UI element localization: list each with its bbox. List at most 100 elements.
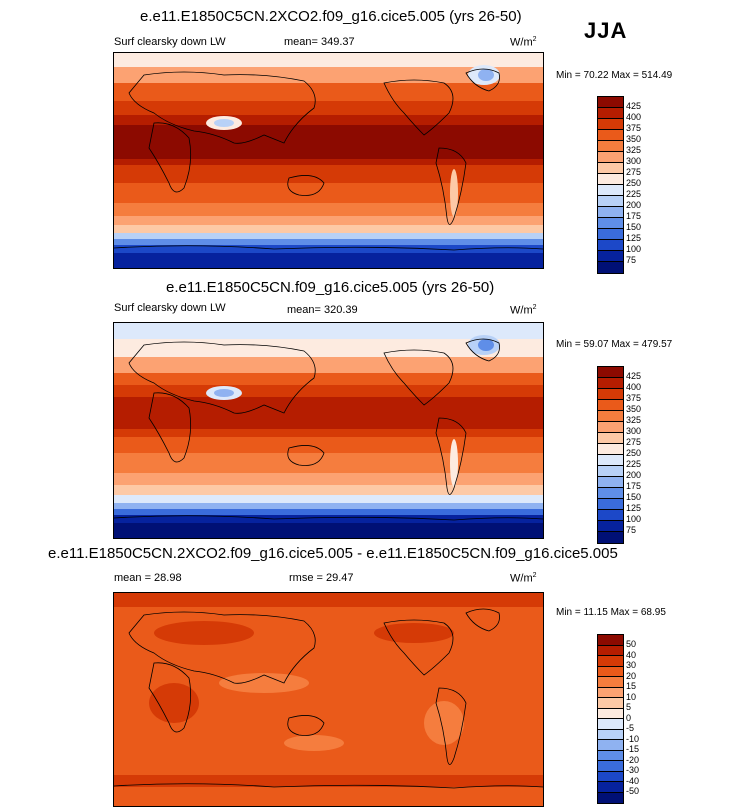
colorbar-tick-label: 350 [626, 404, 642, 414]
colorbar-swatch [598, 130, 623, 141]
colorbar-swatch [598, 729, 623, 740]
colorbar-tick-label: 40 [626, 649, 637, 660]
colorbar-swatch [598, 119, 623, 130]
colorbar-tick-label: 275 [626, 167, 642, 177]
colorbar-swatch [598, 378, 623, 389]
rmse-label: rmse = 29.47 [289, 572, 354, 584]
mean-label: mean= 320.39 [287, 304, 358, 316]
colorbar-swatch [598, 455, 623, 466]
colorbar-swatch [598, 185, 623, 196]
units-label: W/m2 [510, 304, 537, 317]
colorbar-tick-label: 400 [626, 112, 642, 122]
colorbar-swatch [598, 218, 623, 229]
colorbar-tick-label: 425 [626, 371, 642, 381]
colorbar-tick-label: 225 [626, 459, 642, 469]
colorbar-tick-label: 300 [626, 156, 642, 166]
colorbar-tick-label: 425 [626, 101, 642, 111]
colorbar-tick-label: 75 [626, 525, 637, 535]
colorbar-swatch [598, 229, 623, 240]
colorbar-tick-label: 350 [626, 134, 642, 144]
season-label: JJA [584, 18, 628, 43]
colorbar-swatch [598, 174, 623, 185]
colorbar-tick-label: 325 [626, 145, 642, 155]
colorbar-swatch [598, 771, 623, 782]
colorbar-tick-label: 75 [626, 255, 637, 265]
panel-title: e.e11.E1850C5CN.2XCO2.f09_g16.cice5.005 … [140, 8, 522, 25]
colorbar-tick-label: -20 [626, 754, 640, 765]
colorbar-tick-label: -30 [626, 765, 640, 775]
colorbar-swatch [598, 141, 623, 152]
colorbar-tick-label: 300 [626, 426, 642, 436]
panel-title: e.e11.E1850C5CN.f09_g16.cice5.005 (yrs 2… [166, 279, 495, 296]
minmax-label: Min = 59.07 Max = 479.57 [556, 339, 673, 350]
colorbar-swatch [598, 477, 623, 488]
minmax-label: Min = 11.15 Max = 68.95 [556, 607, 666, 618]
colorbar-2xco2 [597, 96, 624, 274]
colorbar-tick-label: 375 [626, 123, 642, 133]
colorbar-tick-label: 10 [626, 691, 637, 702]
colorbar-tick-label: 225 [626, 189, 642, 199]
map-2xco2 [113, 52, 544, 269]
mean-label: mean= 349.37 [284, 36, 355, 48]
colorbar-swatch [598, 698, 623, 709]
colorbar-tick-label: 125 [626, 503, 642, 513]
colorbar-swatch [598, 251, 623, 262]
colorbar-tick-label: 0 [626, 712, 632, 723]
colorbar-swatch [598, 645, 623, 656]
colorbar-swatch [598, 499, 623, 510]
colorbar-tick-label: 275 [626, 437, 642, 447]
colorbar-tick-label: 200 [626, 200, 642, 210]
colorbar-tick-label: 400 [626, 382, 642, 392]
colorbar-tick-label: 125 [626, 233, 642, 243]
colorbar-swatch [598, 792, 623, 803]
units-label: W/m2 [510, 572, 537, 585]
colorbar-tick-label: -40 [626, 775, 640, 786]
colorbar-tick-label: 150 [626, 492, 642, 502]
colorbar-tick-label: 375 [626, 393, 642, 403]
colorbar-swatch [598, 740, 623, 751]
colorbar-swatch [598, 389, 623, 400]
panel-title: e.e11.E1850C5CN.2XCO2.f09_g16.cice5.005 … [48, 545, 618, 562]
map-field [114, 593, 543, 806]
colorbar-swatch [598, 422, 623, 433]
colorbar-swatch [598, 466, 623, 477]
mean-label: mean = 28.98 [114, 572, 182, 584]
colorbar-swatch [598, 400, 623, 411]
colorbar-swatch [598, 761, 623, 772]
colorbar-tick-label: 175 [626, 211, 642, 221]
colorbar-tick-label: 100 [626, 244, 642, 254]
minmax-label: Min = 70.22 Max = 514.49 [556, 70, 673, 81]
colorbar-swatch [598, 240, 623, 251]
colorbar-swatch [598, 719, 623, 730]
colorbar-swatch [598, 488, 623, 499]
colorbar-swatch [598, 532, 623, 543]
colorbar-tick-label: 50 [626, 639, 637, 649]
colorbar-swatch [598, 152, 623, 163]
colorbar-tick-label: 250 [626, 178, 642, 188]
map-field [114, 323, 543, 538]
colorbar-swatch [598, 666, 623, 677]
colorbar-swatch [598, 635, 623, 646]
colorbar-tick-label: 15 [626, 681, 637, 691]
colorbar-swatch [598, 444, 623, 455]
colorbar-tick-label: 30 [626, 660, 637, 670]
colorbar-tick-label: 100 [626, 514, 642, 524]
colorbar-swatch [598, 656, 623, 667]
colorbar-tick-label: 325 [626, 415, 642, 425]
colorbar-tick-label: 5 [626, 702, 632, 712]
colorbar-swatch [598, 677, 623, 688]
map-field [114, 53, 543, 268]
colorbar-tick-label: -15 [626, 744, 640, 754]
colorbar-swatch [598, 510, 623, 521]
colorbar-swatch [598, 262, 623, 273]
colorbar-tick-label: -50 [626, 786, 640, 796]
colorbar-swatch [598, 521, 623, 532]
colorbar-tick-label: -10 [626, 733, 640, 744]
colorbar-tick-label: 20 [626, 670, 637, 681]
colorbar-control [597, 366, 624, 544]
colorbar-swatch [598, 196, 623, 207]
colorbar-tick-label: 175 [626, 481, 642, 491]
colorbar-swatch [598, 782, 623, 793]
colorbar-swatch [598, 411, 623, 422]
colorbar-swatch [598, 750, 623, 761]
